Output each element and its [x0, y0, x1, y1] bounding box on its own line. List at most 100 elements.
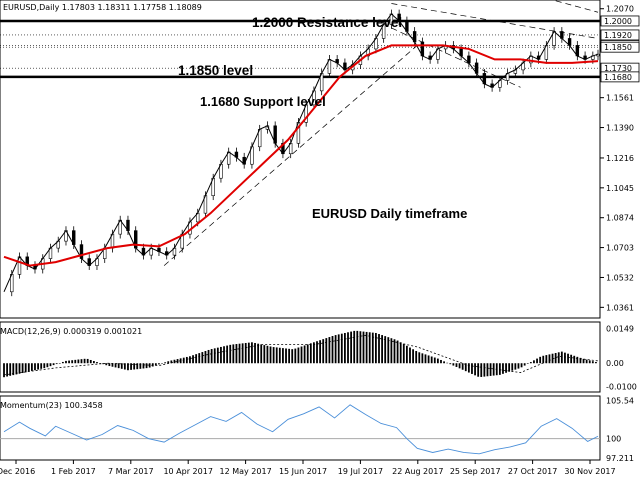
macd-bar	[130, 363, 132, 370]
macd-bar	[344, 332, 346, 364]
trendline-channel-upper	[391, 3, 599, 39]
macd-bar	[387, 337, 390, 364]
macd-bar	[554, 352, 557, 364]
macd-bar	[251, 342, 253, 364]
trendline-channel-parallel	[391, 27, 521, 88]
macd-bar	[176, 359, 179, 364]
macd-axis: 0.0149 0.00 -0.0100	[606, 325, 637, 392]
macd-bar	[309, 343, 312, 364]
macd-bar	[449, 363, 452, 365]
macd-bar	[393, 339, 396, 364]
macd-bar	[123, 363, 126, 370]
annotation-1850: 1.1850 level	[178, 63, 253, 78]
macd-bar	[170, 360, 173, 364]
moving-average-line	[3, 44, 599, 267]
macd-bar	[467, 363, 470, 373]
macd-bar	[505, 363, 507, 373]
macd-bar	[83, 358, 86, 364]
macd-bar	[74, 359, 77, 364]
macd-bar	[96, 362, 98, 364]
macd-bar	[591, 361, 594, 364]
macd-bar	[297, 347, 300, 364]
macd-bar	[192, 355, 194, 364]
annotation-resistance: 1.2000 Resistance level	[252, 15, 402, 30]
momentum-title: Momentum(23) 100.3458	[0, 401, 103, 410]
macd-bar	[353, 330, 356, 364]
macd-bar	[300, 346, 303, 364]
macd-bar	[99, 363, 101, 364]
time-tick-label: 19 Jul 2017	[338, 467, 383, 476]
price-tick-label: 1.0703	[606, 244, 634, 253]
macd-bar	[334, 335, 337, 364]
macd-bar	[371, 332, 374, 364]
macd-bar	[390, 338, 393, 364]
level-price-label: 1.2000	[604, 17, 632, 26]
trendline-channel-top	[551, 0, 599, 13]
momentum-tick-label: 105.54	[606, 396, 634, 405]
macd-bar	[46, 363, 49, 368]
macd-bar	[564, 352, 566, 364]
macd-bar	[396, 340, 399, 364]
macd-bar	[27, 363, 30, 372]
level-price-label: 1.1920	[604, 31, 632, 40]
macd-bar	[92, 361, 95, 364]
macd-bar	[15, 363, 18, 375]
macd-bar	[508, 363, 511, 372]
macd-bar	[483, 363, 486, 377]
macd-bar	[154, 363, 157, 366]
macd-bar	[567, 353, 569, 364]
macd-bar	[235, 344, 238, 364]
macd-bar	[573, 355, 576, 364]
macd-bar	[148, 363, 151, 368]
macd-bar	[198, 353, 201, 364]
macd-bar	[374, 332, 377, 364]
macd-bar	[105, 363, 108, 366]
macd-bar	[492, 363, 495, 376]
macd-bar	[557, 352, 560, 364]
macd-bar	[229, 344, 232, 364]
time-axis: Dec 2016 1 Feb 2017 7 Mar 2017 10 Apr 2017 1…	[0, 460, 616, 476]
macd-bar	[477, 363, 480, 377]
macd-bar	[319, 340, 322, 364]
macd-bar	[173, 359, 176, 364]
macd-bar	[285, 348, 287, 364]
macd-bar	[452, 363, 455, 366]
time-tick-label: 12 May 2017	[220, 467, 272, 476]
macd-bar	[139, 363, 142, 369]
macd-bar	[6, 363, 8, 377]
macd-bar	[511, 363, 514, 371]
macd-bar	[402, 344, 405, 364]
macd-bar	[446, 362, 449, 364]
macd-bar	[443, 361, 445, 364]
macd-bar	[526, 363, 529, 364]
macd-bar	[37, 363, 39, 370]
macd-bar	[167, 361, 170, 364]
macd-bar	[241, 343, 244, 364]
macd-tick-label: -0.0100	[606, 383, 637, 392]
macd-bar	[226, 345, 229, 364]
macd-pane: MACD(12,26,9) 0.000319 0.001021 0.01490.…	[0, 321, 637, 393]
price-tick-label: 1.0361	[606, 303, 634, 312]
macd-bar	[238, 343, 241, 364]
macd-bar	[529, 362, 532, 364]
macd-bar	[269, 346, 272, 364]
macd-bar	[520, 363, 523, 368]
macd-bar	[266, 345, 269, 364]
macd-bar	[220, 346, 222, 364]
macd-bar	[30, 363, 33, 371]
price-tick-label: 1.2070	[606, 5, 634, 14]
macd-bar	[325, 338, 328, 364]
macd-bar	[523, 363, 526, 366]
macd-bar	[58, 363, 61, 364]
macd-bar	[381, 335, 383, 364]
macd-bar	[65, 360, 67, 364]
annotation-timeframe: EURUSD Daily timeframe	[312, 206, 467, 221]
macd-bar	[145, 363, 148, 369]
macd-bar	[455, 363, 458, 367]
time-tick-label: Dec 2016	[0, 467, 35, 476]
macd-bar	[316, 341, 318, 364]
macd-bar	[254, 342, 256, 364]
trendline-channel-lower	[163, 45, 418, 266]
price-tick-label: 1.1390	[606, 124, 634, 133]
macd-bar	[21, 363, 24, 374]
